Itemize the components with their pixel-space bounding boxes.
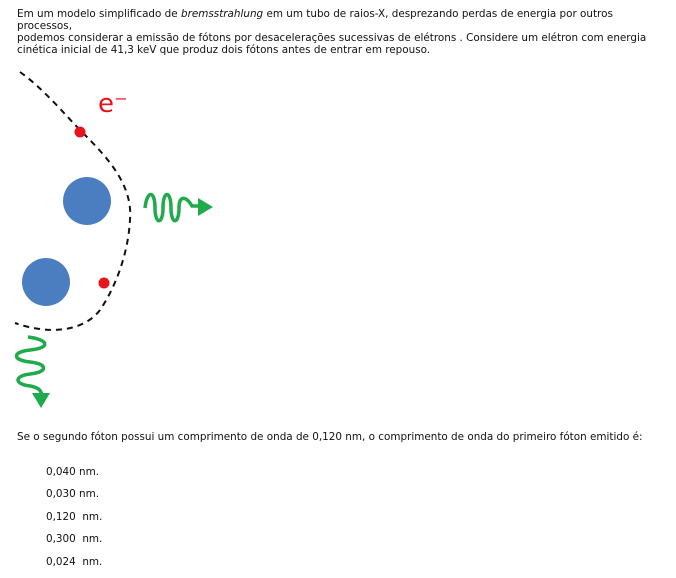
nucleus-lower	[22, 258, 70, 306]
answer-option-d[interactable]: 0,300 nm.	[46, 533, 103, 546]
electron-lower	[98, 277, 110, 289]
intro-line-2: podemos considerar a emissão de fótons p…	[17, 32, 647, 44]
photon-1-arrowhead	[198, 198, 213, 216]
answer-option-c[interactable]: 0,120 nm.	[46, 510, 103, 523]
intro-line-1: Em um modelo simplificado de bremsstrahl…	[17, 8, 657, 32]
answer-option-e[interactable]: 0,024 nm.	[46, 555, 103, 568]
electron-label: e⁻	[98, 89, 128, 119]
question-text: Se o segundo fóton possui um comprimento…	[17, 431, 643, 443]
photon-2-wave	[14, 335, 47, 401]
intro-text-b: em um tubo de raios-X, desprezando perda…	[17, 8, 613, 32]
intro-term: bremsstrahlung	[180, 8, 264, 20]
nucleus-upper	[63, 177, 111, 225]
intro-text-a: Em um modelo simplificado de	[17, 8, 181, 20]
electron-path	[14, 71, 132, 331]
answer-option-b[interactable]: 0,030 nm.	[46, 488, 100, 501]
bremsstrahlung-figure: e⁻	[0, 60, 260, 420]
photon-1-wave	[143, 192, 200, 223]
problem-statement: Em um modelo simplificado de bremsstrahl…	[17, 8, 657, 56]
answer-option-a[interactable]: 0,040 nm.	[46, 466, 100, 478]
electron-upper	[74, 126, 86, 138]
answer-options: 0,040 nm. 0,030 nm. 0,120 nm. 0,300 nm. …	[46, 466, 102, 578]
bremsstrahlung-diagram: e⁻	[14, 71, 213, 408]
intro-line-3: cinética inicial de 41,3 keV que produz …	[17, 44, 431, 56]
photon-2-arrowhead	[32, 393, 50, 408]
